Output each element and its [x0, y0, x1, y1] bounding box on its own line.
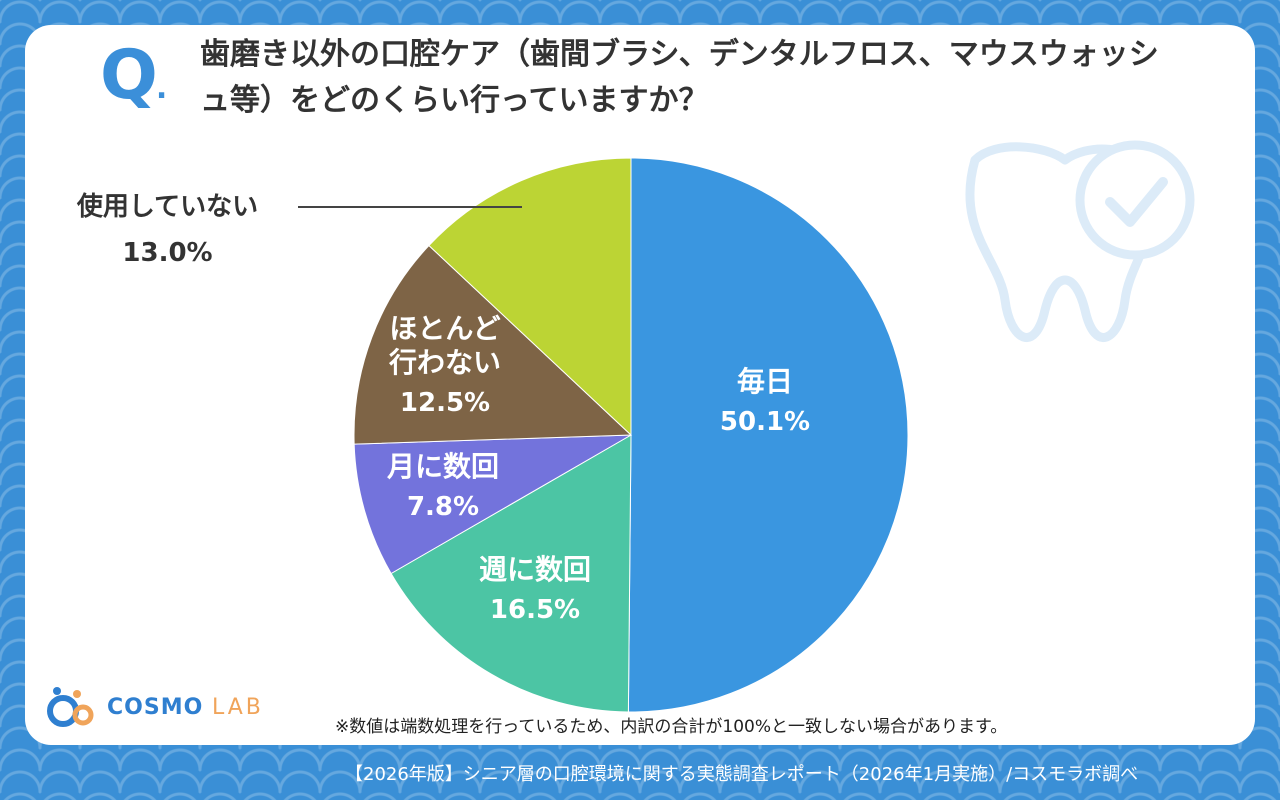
- label-weekly-name: 週に数回: [478, 553, 591, 586]
- label-monthly-name: 月に数回: [386, 450, 499, 483]
- pie-slice-4: [428, 157, 632, 437]
- question-text: 歯磨き以外の口腔ケア（歯間ブラシ、デンタルフロス、マウスウォッシュ等）をどのくら…: [200, 37, 1159, 118]
- logo-text: COSMO LAB: [107, 694, 264, 720]
- label-daily-name: 毎日: [736, 365, 793, 398]
- label-monthly: 月に数回 7.8%: [373, 450, 513, 524]
- pie-slice-2: [353, 434, 632, 575]
- label-weekly: 週に数回 16.5%: [455, 553, 615, 627]
- pie-slice-1: [390, 434, 632, 713]
- pie-slice-3: [353, 244, 633, 445]
- label-rarely: ほとんど 行わない 12.5%: [375, 312, 515, 420]
- label-unused: 使用していない 13.0%: [60, 190, 275, 270]
- label-rarely-line2: 行わない: [388, 346, 501, 379]
- label-weekly-pct: 16.5%: [489, 595, 581, 625]
- label-daily: 毎日 50.1%: [705, 365, 825, 439]
- footnote: ※数値は端数処理を行っているため、内訳の合計が100%と一致しない場合があります…: [335, 717, 1008, 737]
- question-mark: Q.: [100, 36, 167, 115]
- cosmo-lab-logo: COSMO LAB: [47, 685, 264, 729]
- label-unused-pct: 13.0%: [122, 238, 213, 268]
- leader-line: [298, 206, 522, 208]
- footer-source: 【2026年版】シニア層の口腔環境に関する実態調査レポート（2026年1月実施）…: [345, 764, 1139, 785]
- label-unused-name: 使用していない: [76, 192, 259, 222]
- pie-slice-0: [627, 157, 909, 713]
- logo-mark-icon: [47, 687, 94, 727]
- label-monthly-pct: 7.8%: [406, 492, 480, 522]
- tooth-check-icon: [965, 140, 1195, 342]
- label-daily-pct: 50.1%: [719, 407, 811, 437]
- label-rarely-pct: 12.5%: [399, 388, 491, 418]
- label-rarely-line1: ほとんど: [389, 312, 501, 345]
